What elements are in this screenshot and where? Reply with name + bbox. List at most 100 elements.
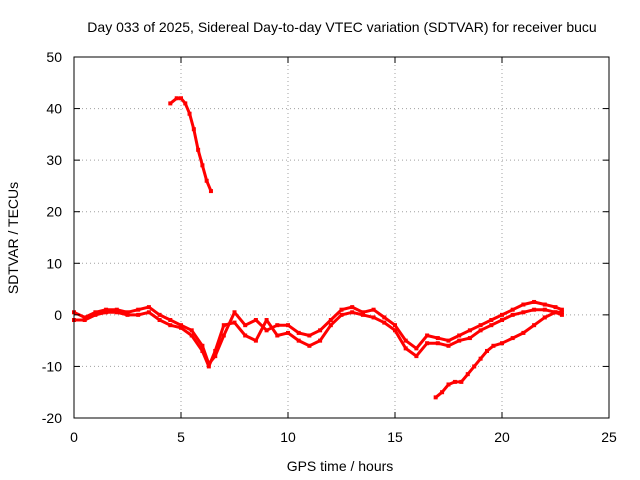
data-point — [157, 312, 162, 317]
data-point — [328, 318, 333, 323]
data-point — [500, 312, 504, 317]
y-tick-label: -20 — [42, 410, 62, 426]
data-point — [532, 323, 537, 328]
data-point — [459, 379, 464, 384]
x-tick-label: 25 — [601, 429, 617, 445]
data-point — [307, 333, 312, 338]
data-point — [183, 101, 188, 106]
data-point — [253, 318, 258, 323]
data-point — [452, 379, 457, 384]
y-tick-label: 0 — [54, 307, 62, 323]
data-point — [360, 310, 365, 315]
tick-labels: 0 5 10 15 20 25 -20 -10 0 10 20 30 40 50 — [42, 49, 617, 445]
data-point — [200, 348, 205, 353]
data-point — [296, 330, 301, 335]
data-point — [485, 348, 490, 353]
y-axis-label: SDTVAR / TECUs — [5, 182, 21, 294]
data-point — [189, 328, 194, 333]
data-point — [360, 312, 365, 317]
data-point — [275, 333, 280, 338]
data-point — [93, 310, 98, 315]
plot-frame — [73, 56, 610, 419]
data-point — [446, 338, 451, 343]
data-point — [542, 307, 547, 312]
data-point — [318, 328, 323, 333]
data-point — [559, 310, 564, 315]
data-point — [232, 310, 237, 315]
data-point — [82, 315, 87, 320]
data-point — [350, 305, 355, 310]
data-point — [104, 307, 109, 312]
data-point — [114, 310, 119, 315]
data-point — [553, 305, 558, 310]
data-point — [521, 302, 526, 307]
y-tick-label: 30 — [46, 152, 62, 168]
data-point — [491, 343, 496, 348]
x-tick-label: 15 — [387, 429, 403, 445]
data-point — [318, 338, 323, 343]
data-point — [264, 318, 269, 323]
data-point — [174, 96, 179, 101]
data-point — [243, 333, 248, 338]
x-tick-label: 20 — [494, 429, 510, 445]
data-point — [286, 323, 290, 328]
data-point — [393, 323, 397, 328]
data-point — [82, 318, 87, 323]
data-point — [457, 338, 462, 343]
data-point — [296, 338, 301, 343]
data-point — [93, 312, 98, 317]
data-point — [179, 323, 183, 328]
data-point — [179, 96, 183, 101]
data-point — [435, 336, 440, 341]
data-point — [500, 318, 504, 323]
data-point — [553, 310, 558, 315]
series-line-track-b — [72, 308, 564, 368]
data-point — [393, 328, 397, 333]
data-point — [382, 315, 387, 320]
data-point — [136, 307, 141, 312]
data-point — [196, 147, 201, 152]
data-point — [478, 323, 483, 328]
y-tick-label: 20 — [46, 204, 62, 220]
x-tick-label: 5 — [177, 429, 185, 445]
data-point — [157, 318, 162, 323]
data-point — [275, 323, 280, 328]
data-point — [478, 356, 483, 361]
data-point — [542, 315, 547, 320]
y-tick-label: 40 — [46, 101, 62, 117]
data-point — [146, 305, 151, 310]
data-point — [104, 310, 109, 315]
data-point — [264, 328, 269, 333]
data-point — [307, 343, 312, 348]
data-point — [440, 390, 445, 395]
data-point — [168, 318, 173, 323]
data-point — [446, 382, 451, 387]
data-point — [146, 310, 151, 315]
data-point — [403, 338, 408, 343]
data-point — [187, 111, 192, 116]
data-point — [221, 333, 226, 338]
data-point — [179, 325, 183, 330]
data-point — [200, 343, 205, 348]
y-tick-label: 50 — [46, 49, 62, 65]
data-point — [559, 312, 564, 317]
data-point — [521, 330, 526, 335]
y-tick-label: -10 — [42, 358, 62, 374]
data-point — [168, 101, 173, 106]
data-point — [446, 343, 451, 348]
data-point — [213, 354, 218, 359]
data-point — [478, 328, 483, 333]
data-point — [532, 307, 537, 312]
data-point — [532, 299, 537, 304]
data-point — [489, 318, 494, 323]
data-point — [500, 341, 504, 346]
y-tick-label: 10 — [46, 255, 62, 271]
data-point — [559, 307, 564, 312]
series-line-track-d — [434, 310, 564, 399]
data-point — [435, 341, 440, 346]
data-point — [510, 312, 515, 317]
data-point — [286, 330, 290, 335]
data-point — [414, 346, 419, 351]
series-line-track-c — [168, 96, 213, 193]
